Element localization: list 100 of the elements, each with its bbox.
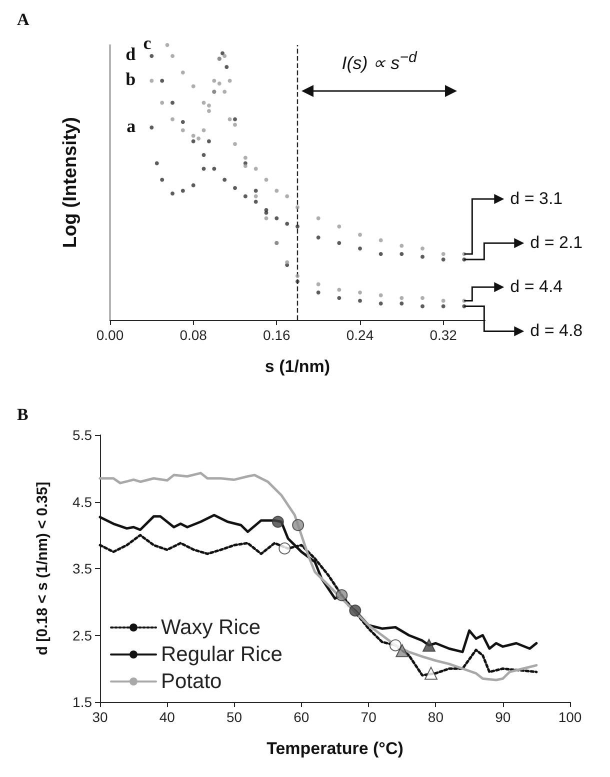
- point: [337, 224, 342, 228]
- x-tick-label: 80: [428, 709, 444, 725]
- point: [296, 280, 300, 284]
- point: [243, 194, 248, 198]
- point: [296, 274, 300, 278]
- point: [358, 246, 362, 250]
- point: [160, 100, 164, 105]
- point: [154, 161, 159, 166]
- point: [170, 100, 174, 105]
- point: [400, 296, 404, 300]
- point: [180, 188, 185, 193]
- point: [349, 604, 362, 617]
- point: [441, 304, 446, 308]
- point: [180, 70, 185, 74]
- point: [222, 178, 227, 182]
- legend-label: Regular Rice: [161, 643, 282, 666]
- point: [220, 51, 224, 56]
- point: [274, 188, 279, 193]
- point: [233, 117, 237, 122]
- point: [202, 166, 206, 171]
- point: [337, 288, 342, 292]
- point: [285, 222, 290, 226]
- point: [202, 100, 206, 105]
- point: [212, 166, 216, 171]
- point: [274, 216, 279, 220]
- point: [316, 236, 320, 240]
- point: [206, 139, 211, 144]
- point: [150, 78, 154, 83]
- point: [150, 126, 154, 130]
- point: [441, 298, 446, 303]
- point: [316, 282, 320, 286]
- y-tick-label: 2.5: [72, 627, 92, 644]
- point: [180, 128, 185, 132]
- point: [441, 252, 446, 256]
- x-tick-label: 0.32: [430, 327, 458, 343]
- chart-title: A: [17, 10, 30, 29]
- point: [400, 302, 404, 306]
- point: [316, 290, 320, 294]
- legend-label: Potato: [161, 670, 222, 693]
- point: [212, 78, 216, 83]
- annotation: d: [126, 44, 136, 65]
- y-axis-title: d [0.18 < s (1/nm) < 0.35]: [34, 482, 51, 656]
- x-tick-label: 0.00: [96, 327, 124, 343]
- point: [420, 304, 424, 308]
- point: [378, 293, 383, 298]
- chart-title: B: [17, 405, 28, 424]
- point: [424, 666, 438, 680]
- point: [224, 65, 229, 69]
- point: [233, 186, 237, 190]
- x-axis-title: Temperature (°C): [266, 739, 404, 758]
- x-tick-label: 90: [495, 709, 511, 725]
- point: [243, 156, 248, 160]
- y-tick-label: 4.5: [72, 494, 92, 510]
- point: [254, 194, 258, 198]
- point: [160, 78, 164, 83]
- x-axis-title: s (1/nm): [264, 357, 330, 376]
- point: [285, 194, 290, 198]
- point: [296, 205, 300, 210]
- y-tick-label: 3.5: [72, 560, 92, 576]
- point: [420, 254, 424, 259]
- point: [264, 178, 268, 182]
- point: [389, 639, 402, 652]
- point: [264, 216, 268, 220]
- point: [233, 122, 237, 127]
- point: [420, 246, 424, 250]
- x-tick-label: 0.16: [263, 327, 291, 343]
- point: [222, 54, 227, 58]
- point: [337, 296, 342, 300]
- point: [206, 104, 211, 108]
- point: [228, 78, 232, 83]
- point: [278, 542, 291, 554]
- point: [254, 166, 258, 171]
- point: [180, 120, 185, 124]
- point: [254, 200, 258, 204]
- point: [296, 224, 300, 228]
- point: [264, 208, 268, 212]
- point: [378, 252, 383, 256]
- point: [191, 84, 196, 88]
- annotation: d = 4.4: [510, 277, 563, 298]
- point: [196, 136, 201, 140]
- x-tick-label: 50: [226, 709, 242, 725]
- annotation: a: [126, 116, 136, 136]
- annotation: c: [143, 33, 152, 54]
- annotation: d = 4.8: [530, 321, 583, 342]
- point: [358, 232, 362, 237]
- annotation: d = 2.1: [530, 233, 583, 254]
- point: [396, 644, 409, 658]
- x-tick-label: 100: [558, 709, 582, 725]
- point: [243, 164, 248, 168]
- point: [206, 109, 211, 113]
- point: [422, 638, 436, 652]
- point: [358, 290, 362, 294]
- point: [400, 244, 404, 248]
- legend-label: Waxy Rice: [161, 616, 261, 639]
- point: [272, 516, 284, 528]
- point: [160, 178, 164, 182]
- point: [150, 54, 154, 58]
- point: [292, 519, 304, 532]
- point: [202, 153, 206, 157]
- point: [217, 82, 222, 86]
